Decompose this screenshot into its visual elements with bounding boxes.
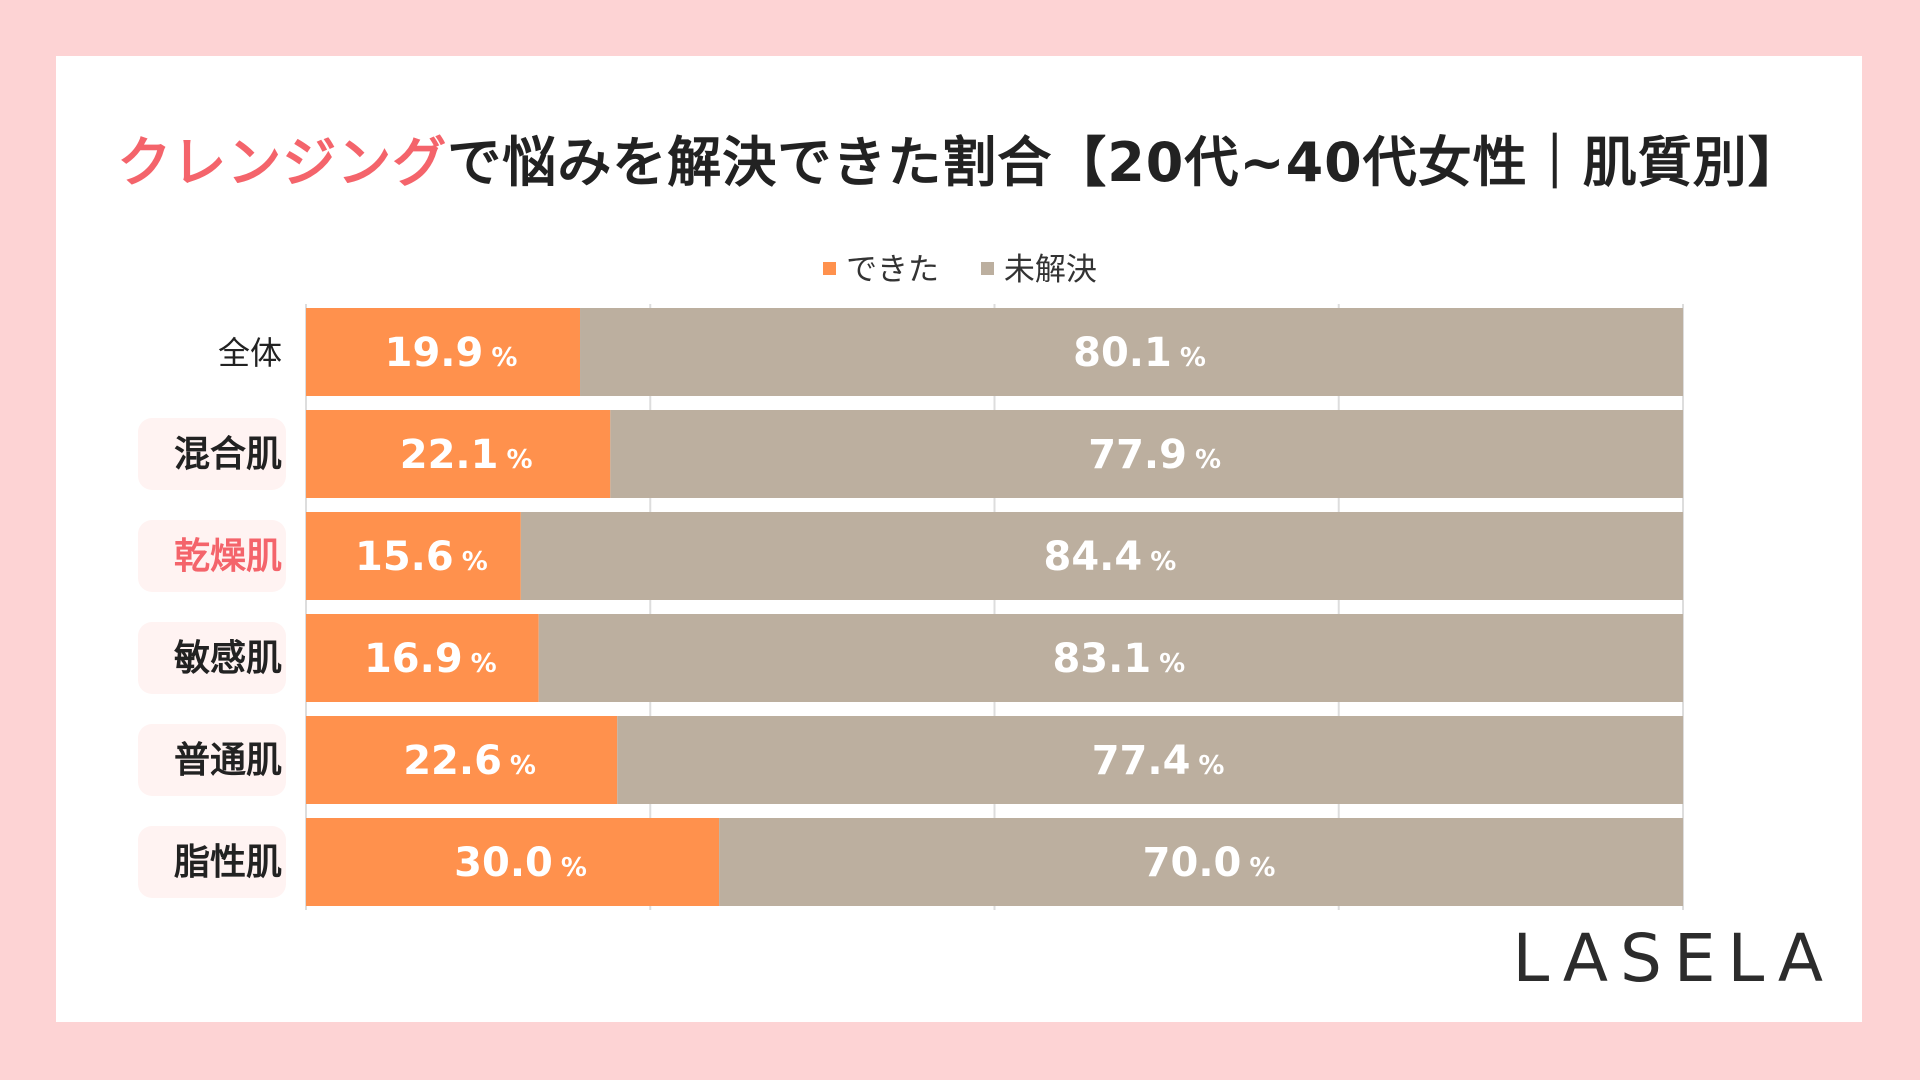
data-label: 77.9% <box>1088 432 1221 478</box>
legend-item-unresolved: 未解決 <box>980 244 1097 289</box>
data-label: 84.4% <box>1044 534 1177 580</box>
data-label: 77.4% <box>1092 738 1225 784</box>
bar-segment-done <box>306 818 720 906</box>
legend-label-unresolved: 未解決 <box>1003 252 1097 288</box>
category-label: 混合肌 <box>174 434 282 475</box>
bar-segment-done <box>306 410 611 498</box>
bar-segment-unresolved <box>610 410 1683 498</box>
category-label: 脂性肌 <box>174 842 282 883</box>
brand-logo: LASELA <box>1512 920 1835 997</box>
legend-swatch-done <box>823 262 837 275</box>
bar-segment-done <box>306 512 521 600</box>
data-label: 80.1% <box>1073 330 1206 376</box>
bar-segment-done <box>306 308 581 396</box>
legend-swatch-unresolved <box>980 262 994 275</box>
data-label: 83.1% <box>1052 636 1185 682</box>
category-label: 全体 <box>218 334 282 372</box>
data-label: 16.9% <box>364 636 497 682</box>
title-highlight: クレンジング <box>117 131 448 194</box>
data-label: 30.0% <box>454 840 587 886</box>
chart-title: クレンジングで悩みを解決できた割合【20代~40代女性｜肌質別】 <box>0 118 1920 197</box>
bar-segment-unresolved <box>719 818 1683 906</box>
legend-item-done: できた <box>823 244 939 289</box>
bar-segment-unresolved <box>580 308 1684 396</box>
category-label-bg <box>138 622 286 694</box>
legend-label-done: できた <box>846 252 940 288</box>
category-label-bg <box>138 724 286 796</box>
title-text: で悩みを解決できた割合【20代~40代女性｜肌質別】 <box>447 131 1803 194</box>
category-label-bg <box>138 826 286 898</box>
data-label: 19.9% <box>385 330 518 376</box>
data-label: 70.0% <box>1143 840 1276 886</box>
bar-segment-unresolved <box>520 512 1683 600</box>
legend: できた 未解決 <box>0 244 1920 289</box>
category-label-bg <box>138 520 286 592</box>
category-label-bg <box>138 418 286 490</box>
data-label: 22.6% <box>403 738 536 784</box>
bar-segment-unresolved <box>538 614 1683 702</box>
category-label: 敏感肌 <box>174 638 282 679</box>
bar-segment-done <box>306 614 539 702</box>
bar-segment-unresolved <box>617 716 1683 804</box>
category-label: 乾燥肌 <box>174 536 282 577</box>
category-label: 普通肌 <box>174 740 282 781</box>
data-label: 22.1% <box>400 432 533 478</box>
data-label: 15.6% <box>355 534 488 580</box>
bar-segment-done <box>306 716 618 804</box>
